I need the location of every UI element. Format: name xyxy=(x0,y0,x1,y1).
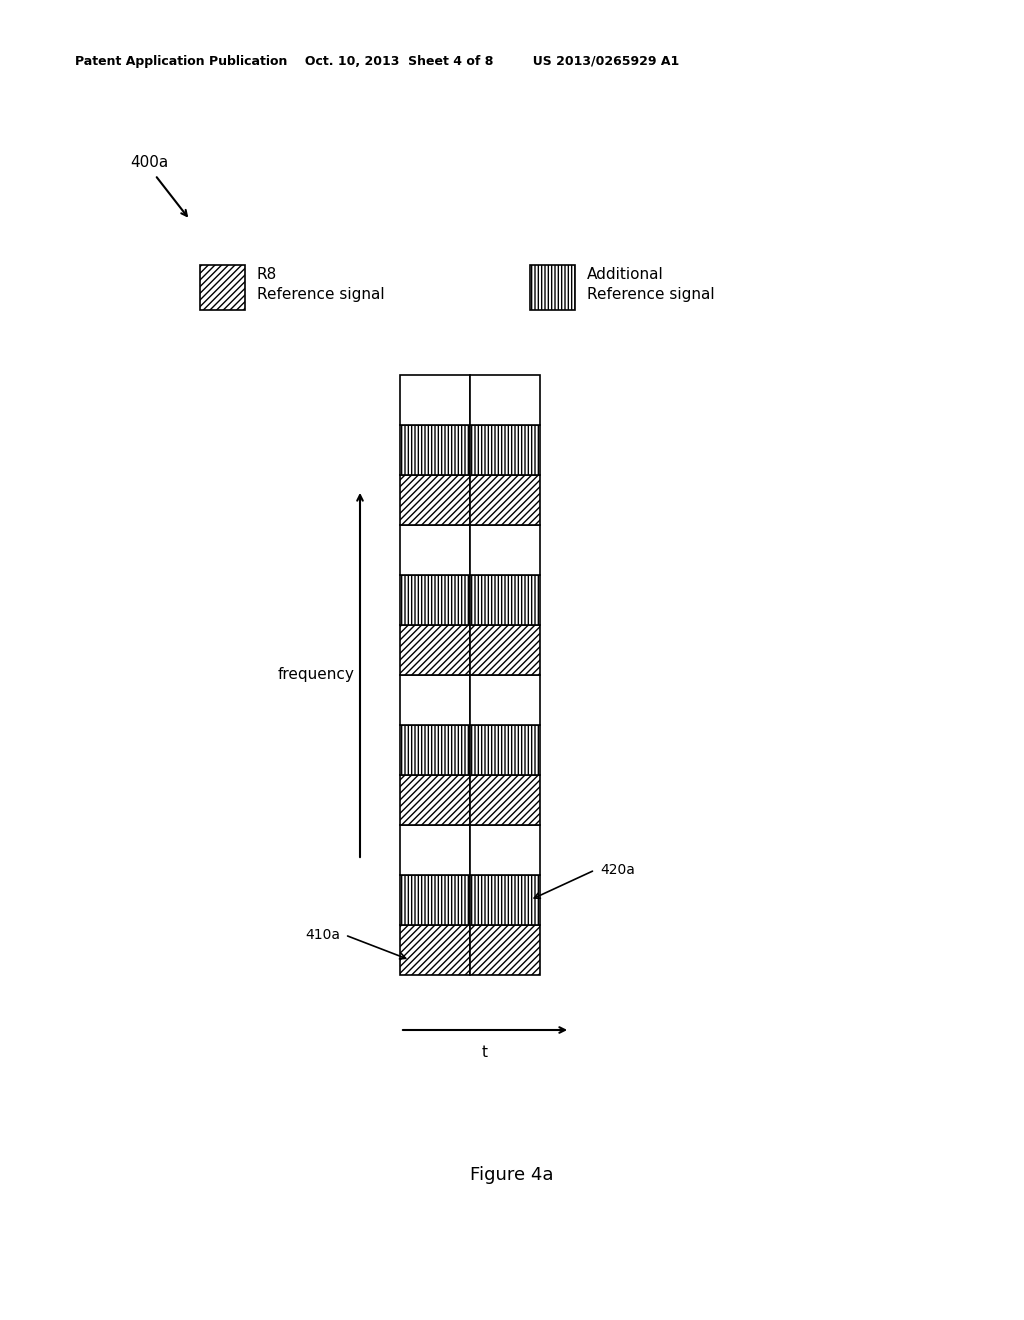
Bar xyxy=(400,624,470,675)
Bar xyxy=(470,375,540,425)
Bar xyxy=(470,525,540,576)
Bar xyxy=(470,576,540,624)
Bar xyxy=(470,825,540,875)
Bar xyxy=(470,875,540,925)
Bar xyxy=(400,775,470,825)
Bar xyxy=(470,425,540,475)
Bar xyxy=(470,624,540,675)
Text: Figure 4a: Figure 4a xyxy=(470,1166,554,1184)
Text: Patent Application Publication    Oct. 10, 2013  Sheet 4 of 8         US 2013/02: Patent Application Publication Oct. 10, … xyxy=(75,55,679,69)
Bar xyxy=(470,925,540,975)
Text: t: t xyxy=(482,1045,488,1060)
Bar xyxy=(400,576,470,624)
Bar xyxy=(400,825,470,875)
Bar xyxy=(530,265,575,310)
Text: 410a: 410a xyxy=(305,928,340,942)
Bar xyxy=(470,725,540,775)
Bar xyxy=(400,475,470,525)
Bar xyxy=(400,725,470,775)
Text: Reference signal: Reference signal xyxy=(587,286,715,302)
Bar xyxy=(400,925,470,975)
Bar xyxy=(470,775,540,825)
Text: Additional: Additional xyxy=(587,267,664,282)
Text: frequency: frequency xyxy=(279,668,355,682)
Bar xyxy=(400,875,470,925)
Bar xyxy=(200,265,245,310)
Bar xyxy=(400,675,470,725)
Text: 400a: 400a xyxy=(130,154,168,170)
Bar xyxy=(470,675,540,725)
Text: 420a: 420a xyxy=(600,863,635,876)
Bar xyxy=(400,375,470,425)
Bar xyxy=(400,425,470,475)
Text: Reference signal: Reference signal xyxy=(257,286,385,302)
Bar xyxy=(470,475,540,525)
Bar xyxy=(400,525,470,576)
Text: R8: R8 xyxy=(257,267,278,282)
